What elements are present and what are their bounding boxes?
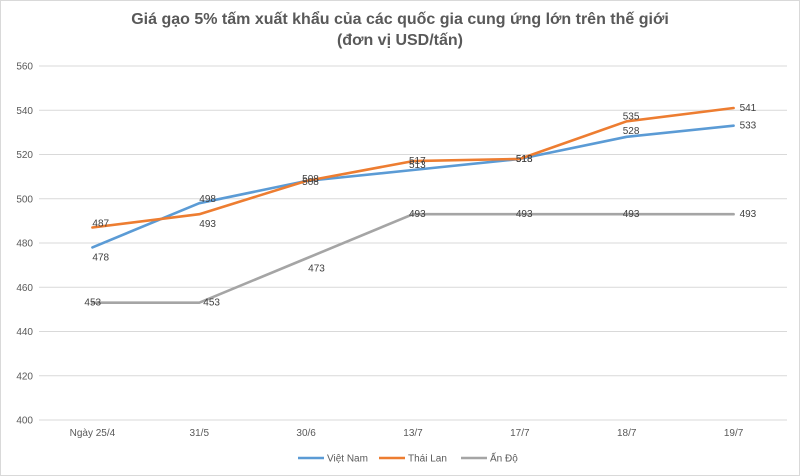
- data-label: 508: [302, 177, 319, 188]
- x-tick-label: 17/7: [510, 428, 530, 439]
- series-line-2: [91, 106, 735, 229]
- data-label: 478: [92, 252, 109, 263]
- legend-item-1: Việt Nam: [298, 454, 368, 465]
- legend-label: Việt Nam: [327, 454, 368, 465]
- data-label: 498: [199, 194, 216, 205]
- data-label: 493: [740, 209, 757, 220]
- data-label: 473: [308, 263, 325, 274]
- legend-item-2: Thái Lan: [379, 454, 447, 465]
- data-label: 487: [92, 219, 109, 230]
- data-label: 517: [409, 156, 426, 167]
- y-tick-label: 540: [16, 106, 33, 117]
- x-axis: Ngày 25/4 31/5 30/6 13/7 17/7 18/7 19/7: [70, 428, 744, 439]
- y-tick-label: 400: [16, 416, 33, 427]
- chart-title-block: Giá gạo 5% tấm xuất khẩu của các quốc gi…: [1, 9, 799, 51]
- series-lines: [91, 106, 735, 305]
- grid-lines: [39, 65, 787, 421]
- legend-item-3: Ấn Độ: [461, 452, 518, 465]
- x-tick-label: 13/7: [403, 428, 423, 439]
- x-tick-label: 31/5: [190, 428, 210, 439]
- data-label: 533: [740, 121, 757, 132]
- data-label: 493: [199, 219, 216, 230]
- y-tick-label: 440: [16, 327, 33, 338]
- chart-subtitle: (đơn vị USD/tấn): [336, 32, 464, 49]
- data-label: 528: [623, 126, 640, 137]
- data-label: 518: [516, 154, 533, 165]
- x-tick-label: 18/7: [617, 428, 637, 439]
- y-tick-label: 520: [16, 150, 33, 161]
- chart-title: Giá gạo 5% tấm xuất khẩu của các quốc gi…: [131, 11, 669, 28]
- data-label: 518: [516, 154, 533, 165]
- y-tick-label: 460: [16, 283, 33, 294]
- data-label: 493: [623, 209, 640, 220]
- series-line-1: [91, 124, 735, 249]
- legend-label: Thái Lan: [408, 454, 447, 465]
- x-tick-label: Ngày 25/4: [70, 428, 116, 439]
- x-tick-label: 19/7: [724, 428, 744, 439]
- y-tick-label: 500: [16, 194, 33, 205]
- legend-label: Ấn Độ: [490, 452, 518, 465]
- data-label: 535: [623, 111, 640, 122]
- y-tick-label: 560: [16, 62, 33, 73]
- y-tick-label: 420: [16, 371, 33, 382]
- data-label: 453: [84, 298, 101, 309]
- data-label: 513: [409, 160, 426, 171]
- legend: Việt Nam Thái Lan Ấn Độ: [298, 452, 518, 465]
- y-tick-label: 480: [16, 239, 33, 250]
- data-label: 493: [516, 209, 533, 220]
- data-label: 453: [203, 298, 220, 309]
- x-tick-label: 30/6: [296, 428, 316, 439]
- data-label: 508: [302, 174, 319, 185]
- data-label: 493: [409, 209, 426, 220]
- data-label: 541: [740, 103, 757, 114]
- y-axis: 400 420 440 460 480 500 520 540 560: [16, 62, 33, 427]
- series-line-3: [91, 212, 735, 305]
